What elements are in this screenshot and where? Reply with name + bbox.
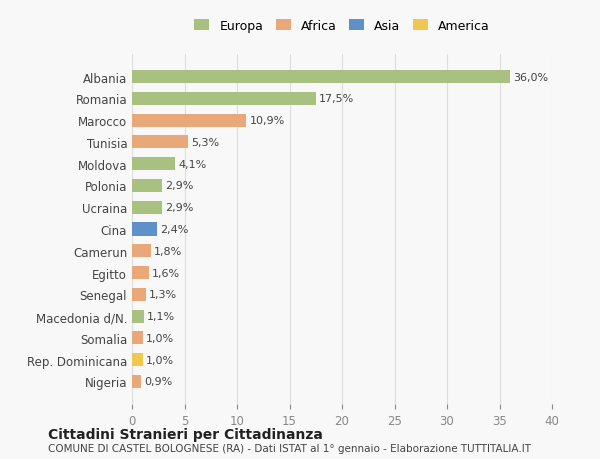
Bar bbox=[132, 114, 247, 128]
Text: 2,4%: 2,4% bbox=[160, 224, 189, 235]
Bar bbox=[132, 201, 163, 214]
Text: 1,3%: 1,3% bbox=[149, 290, 177, 300]
Text: 4,1%: 4,1% bbox=[178, 159, 206, 169]
Text: 17,5%: 17,5% bbox=[319, 94, 354, 104]
Text: 1,0%: 1,0% bbox=[146, 333, 174, 343]
Text: 5,3%: 5,3% bbox=[191, 138, 219, 148]
Text: 0,9%: 0,9% bbox=[145, 376, 173, 386]
Text: 2,9%: 2,9% bbox=[166, 203, 194, 213]
Bar bbox=[132, 245, 151, 258]
Bar bbox=[132, 158, 175, 171]
Text: COMUNE DI CASTEL BOLOGNESE (RA) - Dati ISTAT al 1° gennaio - Elaborazione TUTTIT: COMUNE DI CASTEL BOLOGNESE (RA) - Dati I… bbox=[48, 443, 531, 453]
Bar bbox=[132, 310, 143, 323]
Bar bbox=[132, 136, 188, 149]
Text: 1,0%: 1,0% bbox=[146, 355, 174, 365]
Legend: Europa, Africa, Asia, America: Europa, Africa, Asia, America bbox=[191, 16, 493, 36]
Text: 36,0%: 36,0% bbox=[513, 73, 548, 83]
Text: Cittadini Stranieri per Cittadinanza: Cittadini Stranieri per Cittadinanza bbox=[48, 427, 323, 442]
Bar bbox=[132, 375, 142, 388]
Text: 1,1%: 1,1% bbox=[146, 311, 175, 321]
Bar bbox=[132, 179, 163, 193]
Bar bbox=[132, 71, 510, 84]
Bar bbox=[132, 93, 316, 106]
Text: 1,8%: 1,8% bbox=[154, 246, 182, 256]
Bar bbox=[132, 288, 146, 301]
Text: 1,6%: 1,6% bbox=[152, 268, 180, 278]
Bar bbox=[132, 266, 149, 280]
Bar bbox=[132, 331, 143, 345]
Bar bbox=[132, 353, 143, 366]
Bar bbox=[132, 223, 157, 236]
Text: 2,9%: 2,9% bbox=[166, 181, 194, 191]
Text: 10,9%: 10,9% bbox=[250, 116, 285, 126]
